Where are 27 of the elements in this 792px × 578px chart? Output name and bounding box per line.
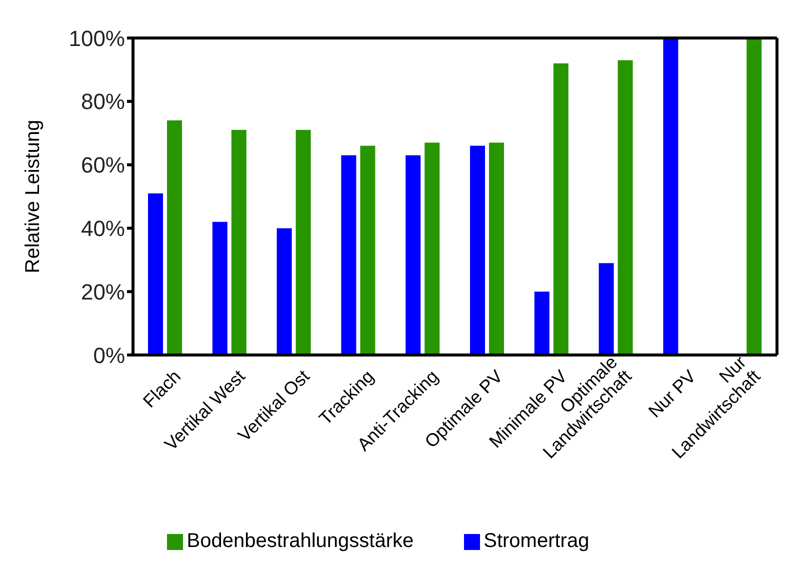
bar (406, 155, 421, 355)
bar (534, 292, 550, 355)
y-tick-label: 80% (80, 89, 125, 114)
bar (212, 222, 228, 355)
y-tick-label: 0% (93, 342, 125, 368)
bar (598, 263, 614, 355)
bar (489, 142, 504, 355)
y-tick-label: 20% (80, 279, 125, 304)
bar (296, 130, 311, 355)
legend-label: Bodenbestrahlungsstärke (186, 530, 414, 552)
y-tick-label: 60% (80, 152, 125, 178)
bar (341, 155, 356, 355)
bar (276, 228, 292, 355)
bar (746, 38, 762, 355)
bar (360, 146, 376, 355)
bar (470, 146, 485, 355)
bar (618, 60, 633, 355)
legend-label: Stromertrag (484, 530, 590, 552)
y-tick-label: 40% (80, 216, 125, 242)
bar (231, 130, 246, 355)
y-axis-title: Relative Leistung (22, 120, 44, 274)
bar (167, 120, 182, 355)
bar (553, 63, 568, 355)
bar (663, 38, 678, 355)
y-tick-label: 100% (68, 26, 125, 51)
bar (148, 193, 163, 355)
bar (424, 142, 440, 355)
